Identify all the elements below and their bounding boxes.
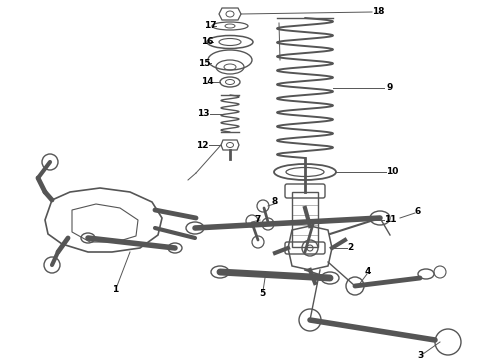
- Text: 2: 2: [347, 243, 353, 252]
- Text: 12: 12: [196, 140, 208, 149]
- Text: 16: 16: [201, 37, 213, 46]
- Bar: [292, 192, 318, 247]
- Text: 8: 8: [272, 198, 278, 207]
- Text: 3: 3: [417, 351, 423, 360]
- Text: 15: 15: [198, 58, 210, 68]
- Text: 7: 7: [255, 216, 261, 225]
- Text: 13: 13: [197, 109, 209, 118]
- Text: 18: 18: [372, 8, 384, 17]
- Text: 11: 11: [384, 216, 396, 225]
- Text: 1: 1: [112, 285, 118, 294]
- Text: 4: 4: [365, 267, 371, 276]
- Text: 6: 6: [415, 207, 421, 216]
- Text: 17: 17: [204, 22, 216, 31]
- Text: 14: 14: [201, 77, 213, 86]
- Text: 10: 10: [386, 167, 398, 176]
- Text: 5: 5: [259, 288, 265, 297]
- Text: 9: 9: [387, 84, 393, 93]
